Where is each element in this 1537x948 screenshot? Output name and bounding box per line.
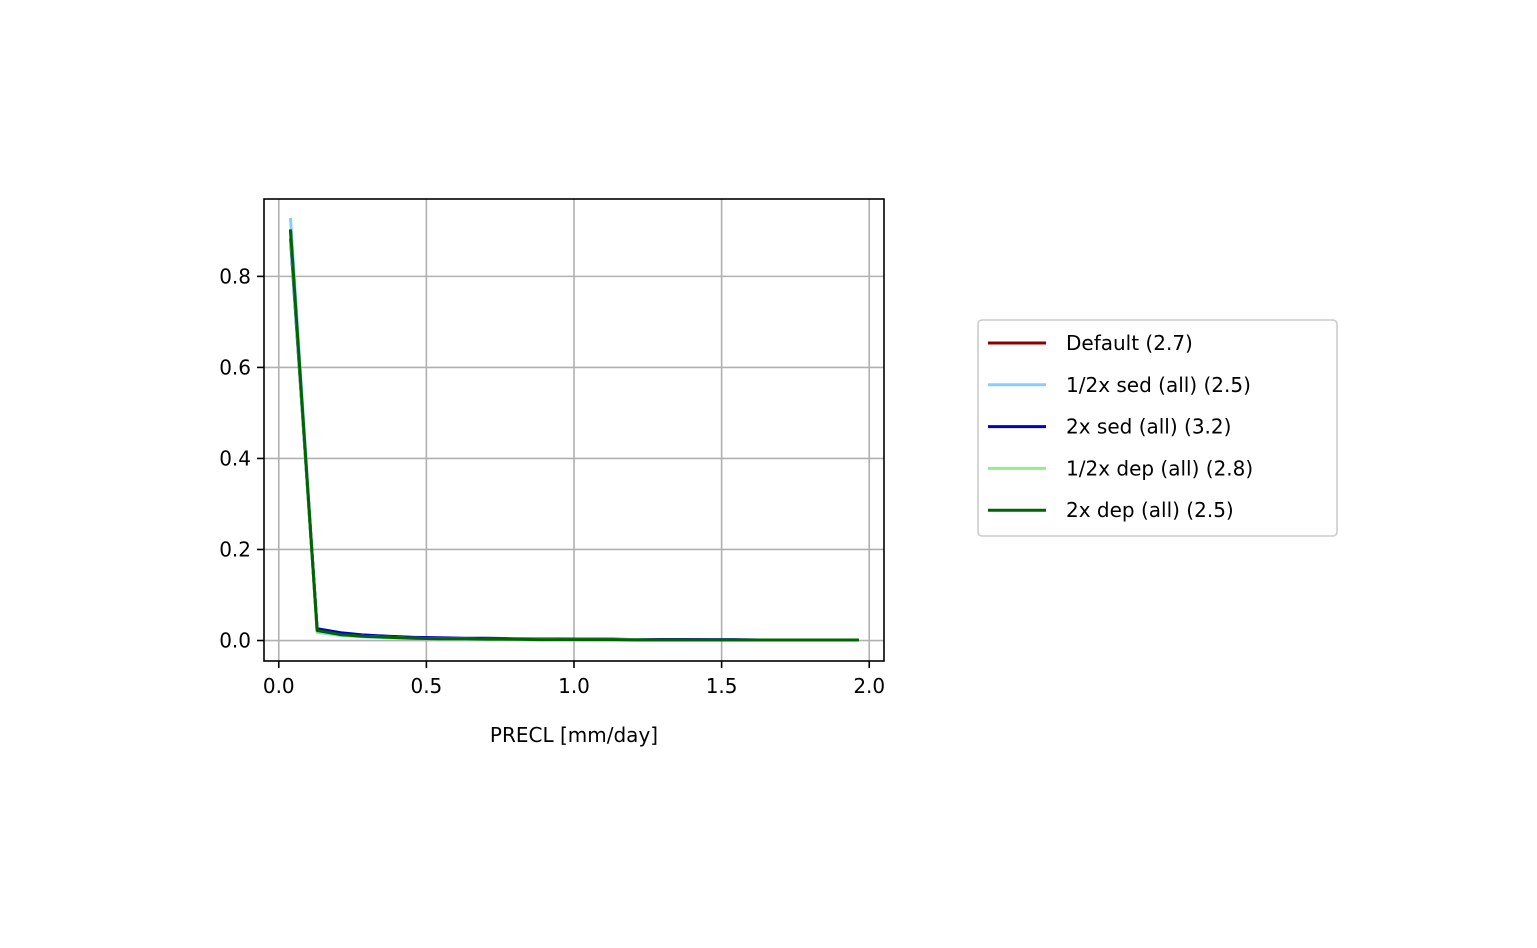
x-tick-label: 0.5: [410, 674, 442, 698]
legend-entry-label: 2x dep (all) (2.5): [1066, 498, 1234, 522]
x-tick-label: 1.0: [558, 674, 590, 698]
x-tick-label: 0.0: [263, 674, 295, 698]
grid: [264, 199, 884, 661]
y-tick-label: 0.6: [219, 355, 251, 379]
y-tick-label: 0.2: [219, 537, 251, 561]
legend-entry-label: 1/2x dep (all) (2.8): [1066, 456, 1253, 480]
legend-frame: [977, 319, 1338, 537]
y-tick-label: 0.0: [219, 629, 251, 653]
legend-entry-label: 1/2x sed (all) (2.5): [1066, 373, 1251, 397]
legend-entry-label: Default (2.7): [1066, 331, 1193, 355]
series-line-5: [288, 229, 859, 642]
x-axis-label: PRECL [mm/day]: [490, 723, 658, 747]
x-tick-label: 2.0: [853, 674, 885, 698]
y-tick-label: 0.8: [219, 264, 251, 288]
series-lines: [288, 217, 859, 642]
x-tick-label: 1.5: [706, 674, 738, 698]
y-axis: 0.0 0.2 0.4 0.6 0.8: [219, 264, 264, 653]
legend: Default (2.7) 1/2x sed (all) (2.5) 2x sed …: [977, 319, 1338, 537]
legend-entry-label: 2x sed (all) (3.2): [1066, 415, 1231, 439]
y-tick-label: 0.4: [219, 446, 251, 470]
x-axis: 0.0 0.5 1.0 1.5 2.0: [263, 661, 885, 698]
